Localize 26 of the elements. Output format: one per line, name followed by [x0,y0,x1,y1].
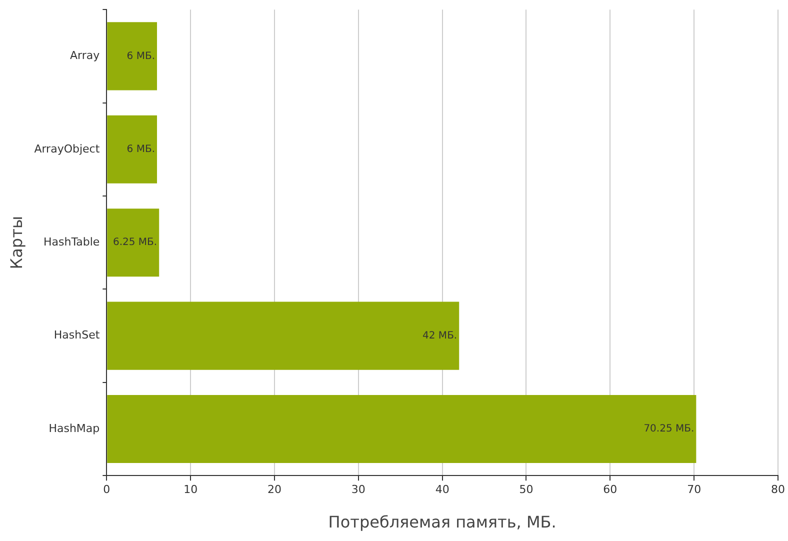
x-tick-label: 80 [771,483,785,496]
bar [107,394,696,464]
x-tick-label: 30 [351,483,366,496]
y-tick-label: HashTable [43,235,100,248]
x-tick-label: 10 [184,483,198,496]
bar [107,22,158,90]
x-tick-label: 20 [267,483,282,496]
y-tick-label: HashSet [54,328,100,342]
x-axis-title: Потребляемая память, МБ. [328,512,556,532]
bar [107,302,460,370]
x-tick-label: 40 [435,483,450,496]
bar [107,208,160,277]
data-label: 42 МБ. [422,330,458,342]
y-tick-label: ArrayObject [34,142,100,156]
y-tick-label: Array [70,49,100,62]
y-axis-title: Карты [6,216,26,270]
y-tick-label: HashMap [48,422,100,435]
data-label: 6.25 МБ. [112,237,158,248]
x-tick-label: 50 [519,483,534,496]
bar [107,115,158,184]
data-label: 6 МБ. [126,144,156,155]
data-label: 6 МБ. [126,50,156,62]
data-label: 70.25 МБ. [644,424,694,435]
x-tick-label: 70 [687,483,702,496]
x-tick-label: 60 [603,483,618,496]
x-tick-label: 0 [103,483,110,496]
